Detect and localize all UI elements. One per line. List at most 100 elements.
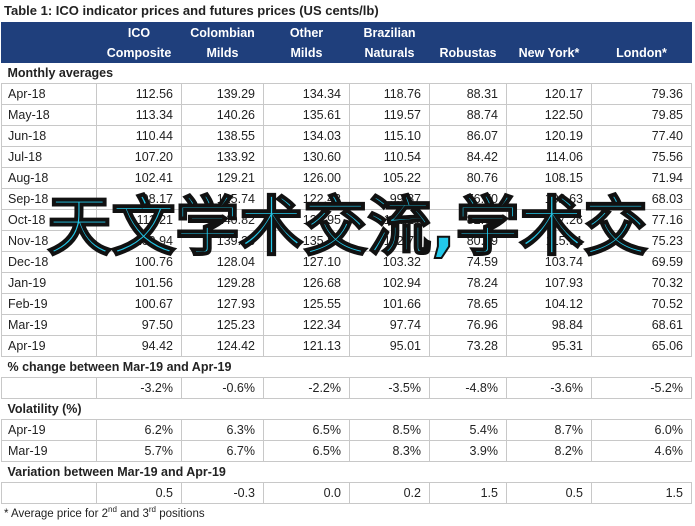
cell: 139.29 xyxy=(181,83,264,105)
cell: -3.6% xyxy=(506,377,592,399)
row-label: Nov-18 xyxy=(1,230,97,252)
header-cell xyxy=(1,42,97,63)
footnote: * Average price for 2nd and 3rd position… xyxy=(4,505,205,520)
header-cell: London* xyxy=(591,42,692,63)
cell: 103.74 xyxy=(506,251,592,273)
header-cell: ICO xyxy=(96,22,182,43)
cell: 80.09 xyxy=(429,230,507,252)
cell: 0.0 xyxy=(263,482,350,504)
cell: 115.51 xyxy=(506,230,592,252)
footnote-text: and 3 xyxy=(116,507,149,520)
cell: 104.12 xyxy=(506,293,592,315)
row-label: Dec-18 xyxy=(1,251,97,273)
cell: 138.55 xyxy=(181,125,264,147)
row-label: Sep-18 xyxy=(1,188,97,210)
cell: 98.84 xyxy=(506,314,592,336)
cell: 84.42 xyxy=(429,146,507,168)
cell: 124.42 xyxy=(181,335,264,357)
cell: 133.92 xyxy=(181,146,264,168)
row-label: Apr-19 xyxy=(1,335,97,357)
row-label: Jul-18 xyxy=(1,146,97,168)
cell: 122.50 xyxy=(506,104,592,126)
data-row: Oct-18 111.21 140.82 136.95 114.21 82.68 117.2… xyxy=(1,209,692,231)
data-row: 0.5 -0.3 0.0 0.2 1.5 0.5 1.5 xyxy=(1,482,692,504)
cell: 140.26 xyxy=(181,104,264,126)
cell: 1.5 xyxy=(591,482,692,504)
cell: 134.03 xyxy=(263,125,350,147)
cell: 1.5 xyxy=(429,482,507,504)
cell: 76.96 xyxy=(429,314,507,336)
cell: 120.17 xyxy=(506,83,592,105)
row-label: Jan-19 xyxy=(1,272,97,294)
cell: 135.87 xyxy=(263,230,350,252)
cell: 75.23 xyxy=(591,230,692,252)
cell: 114.21 xyxy=(349,209,430,231)
row-label: Feb-19 xyxy=(1,293,97,315)
cell: 0.5 xyxy=(506,482,592,504)
header-cell xyxy=(506,22,592,43)
cell: 107.20 xyxy=(96,146,182,168)
cell: 119.57 xyxy=(349,104,430,126)
cell: 115.10 xyxy=(349,125,430,147)
cell: 134.34 xyxy=(263,83,350,105)
header-cell: Other xyxy=(263,22,350,43)
cell: 68.61 xyxy=(591,314,692,336)
price-table: ICO Colombian Other Brazilian Composite Milds… xyxy=(1,22,692,504)
cell: 88.74 xyxy=(429,104,507,126)
cell: 68.03 xyxy=(591,188,692,210)
footnote-text: * Average price for 2 xyxy=(4,507,108,520)
header-cell: Colombian xyxy=(181,22,264,43)
cell: 75.56 xyxy=(591,146,692,168)
cell: 95.31 xyxy=(506,335,592,357)
cell: 99.87 xyxy=(349,188,430,210)
cell: 121.13 xyxy=(263,335,350,357)
footnote-text: positions xyxy=(156,507,205,520)
section-row: Volatility (%) xyxy=(1,398,692,420)
cell: 6.7% xyxy=(181,440,264,462)
cell: 126.00 xyxy=(263,167,350,189)
cell: 4.6% xyxy=(591,440,692,462)
cell: 139.36 xyxy=(181,230,264,252)
section-heading: % change between Mar-19 and Apr-19 xyxy=(1,356,692,378)
cell: 88.31 xyxy=(429,83,507,105)
cell: 6.5% xyxy=(263,440,350,462)
cell: 76.70 xyxy=(429,188,507,210)
data-row: Apr-19 6.2% 6.3% 6.5% 8.5% 5.4% 8.7% 6.0% xyxy=(1,419,692,441)
header-cell: Robustas xyxy=(429,42,507,63)
row-label xyxy=(1,482,97,504)
table-title: Table 1: ICO indicator prices and future… xyxy=(4,3,379,18)
section-heading: Variation between Mar-19 and Apr-19 xyxy=(1,461,692,483)
cell: 112.56 xyxy=(96,83,182,105)
header-cell xyxy=(1,22,97,43)
section-row: % change between Mar-19 and Apr-19 xyxy=(1,356,692,378)
cell: 5.7% xyxy=(96,440,182,462)
cell: 122.34 xyxy=(263,314,350,336)
cell: 100.76 xyxy=(96,251,182,273)
cell: 74.59 xyxy=(429,251,507,273)
section-row: Variation between Mar-19 and Apr-19 xyxy=(1,461,692,483)
cell: 6.2% xyxy=(96,419,182,441)
cell: 78.65 xyxy=(429,293,507,315)
cell: 135.61 xyxy=(263,104,350,126)
cell: 97.50 xyxy=(96,314,182,336)
section-heading: Volatility (%) xyxy=(1,398,692,420)
cell: -0.3 xyxy=(181,482,264,504)
data-row: Mar-19 5.7% 6.7% 6.5% 8.3% 3.9% 8.2% 4.6% xyxy=(1,440,692,462)
cell: 71.94 xyxy=(591,167,692,189)
header-cell: Brazilian xyxy=(349,22,430,43)
cell: 65.06 xyxy=(591,335,692,357)
cell: 102.94 xyxy=(349,272,430,294)
header-cell: Composite xyxy=(96,42,182,63)
cell: 111.21 xyxy=(96,209,182,231)
cell: 79.36 xyxy=(591,83,692,105)
cell: 70.32 xyxy=(591,272,692,294)
cell: 107.93 xyxy=(506,272,592,294)
cell: -4.8% xyxy=(429,377,507,399)
row-label: Oct-18 xyxy=(1,209,97,231)
data-row: Apr-19 94.42 124.42 121.13 95.01 73.28 95.31 65… xyxy=(1,335,692,357)
data-row: Apr-18 112.56 139.29 134.34 118.76 88.31 120.1… xyxy=(1,83,692,105)
cell: -3.5% xyxy=(349,377,430,399)
cell: 129.21 xyxy=(181,167,264,189)
cell: 140.82 xyxy=(181,209,264,231)
table-body: ICO Colombian Other Brazilian Composite Milds… xyxy=(1,22,692,504)
